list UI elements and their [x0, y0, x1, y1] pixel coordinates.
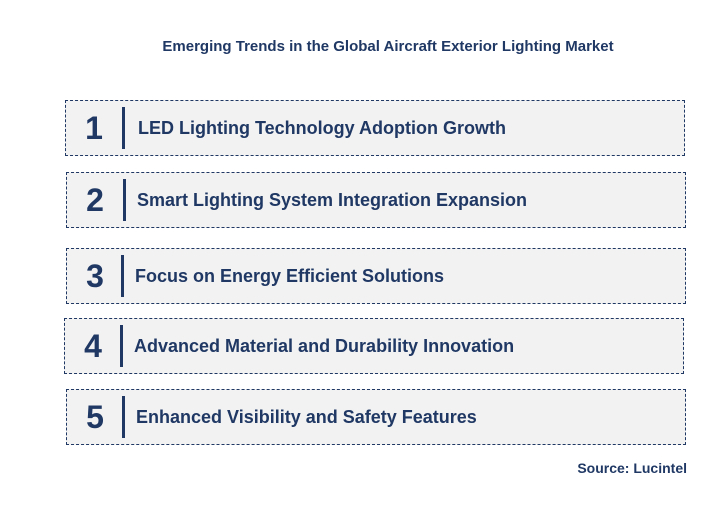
- trend-item-2: 2 Smart Lighting System Integration Expa…: [66, 172, 686, 228]
- trend-label: Advanced Material and Durability Innovat…: [134, 335, 515, 356]
- trend-divider: [122, 396, 125, 438]
- diagram-title: Emerging Trends in the Global Aircraft E…: [162, 38, 614, 55]
- trend-divider: [121, 255, 124, 297]
- trend-label: Enhanced Visibility and Safety Features: [136, 406, 477, 427]
- trend-divider: [120, 325, 123, 367]
- trend-item-4: 4 Advanced Material and Durability Innov…: [64, 318, 684, 374]
- trend-number: 1: [85, 109, 103, 146]
- trend-item-3: 3 Focus on Energy Efficient Solutions: [66, 248, 686, 304]
- trend-divider: [123, 179, 126, 221]
- trend-number: 3: [86, 257, 104, 294]
- trend-label: Smart Lighting System Integration Expans…: [137, 189, 528, 210]
- trend-number: 4: [84, 327, 102, 364]
- trend-label: Focus on Energy Efficient Solutions: [135, 265, 445, 286]
- trend-item-5: 5 Enhanced Visibility and Safety Feature…: [66, 389, 686, 445]
- trend-divider: [122, 107, 125, 149]
- trend-number: 5: [86, 398, 104, 435]
- trend-label: LED Lighting Technology Adoption Growth: [138, 117, 506, 138]
- source-note: Source: Lucintel: [577, 460, 687, 476]
- trend-number: 2: [86, 181, 104, 218]
- trend-item-1: 1 LED Lighting Technology Adoption Growt…: [65, 100, 685, 156]
